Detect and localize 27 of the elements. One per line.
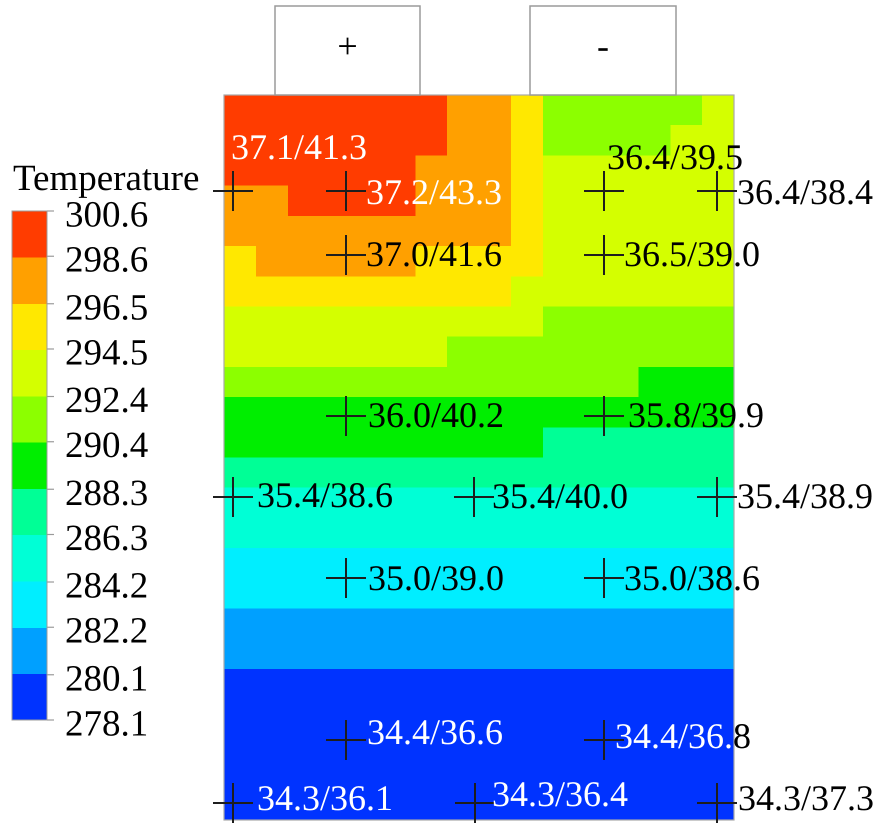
annotation: 36.0/40.2 [368, 395, 504, 435]
color-bar-label: 288.3 [65, 472, 148, 514]
text: 36.4/38.4 [737, 172, 874, 212]
color-bar-label: 294.5 [65, 332, 148, 374]
text: + [337, 26, 358, 66]
color-bar-label: 290.4 [65, 425, 148, 466]
color-bar-label: 292.4 [65, 380, 148, 421]
color-bar-label: 280.1 [65, 658, 148, 700]
color-bar-label: 296.5 [65, 287, 148, 328]
annotation: 37.1/41.3 [231, 127, 368, 167]
annotation: 35.0/39.0 [368, 558, 504, 598]
annotation: 35.4/40.0 [492, 476, 628, 516]
annotation: 34.4/36.6 [367, 712, 504, 752]
color-bar-title: Temperature [13, 158, 200, 199]
annotation: 34.3/36.4 [492, 774, 628, 814]
color-bar-label: 284.2 [65, 566, 148, 607]
annotation: 37.2/43.3 [366, 172, 502, 212]
annotation: 34.3/36.1 [257, 778, 394, 818]
annotation: 37.0/41.6 [366, 234, 502, 274]
color-bar-label: 282.2 [65, 610, 148, 652]
annotation: 35.4/38.6 [257, 475, 394, 515]
text: 35.4/38.9 [737, 476, 874, 516]
text: - [597, 26, 609, 66]
text: 34.3/37.3 [738, 778, 874, 818]
color-bar-label: 278.1 [65, 704, 148, 744]
color-bar-label: 286.3 [65, 518, 148, 559]
color-bar-label: 298.6 [65, 240, 148, 281]
